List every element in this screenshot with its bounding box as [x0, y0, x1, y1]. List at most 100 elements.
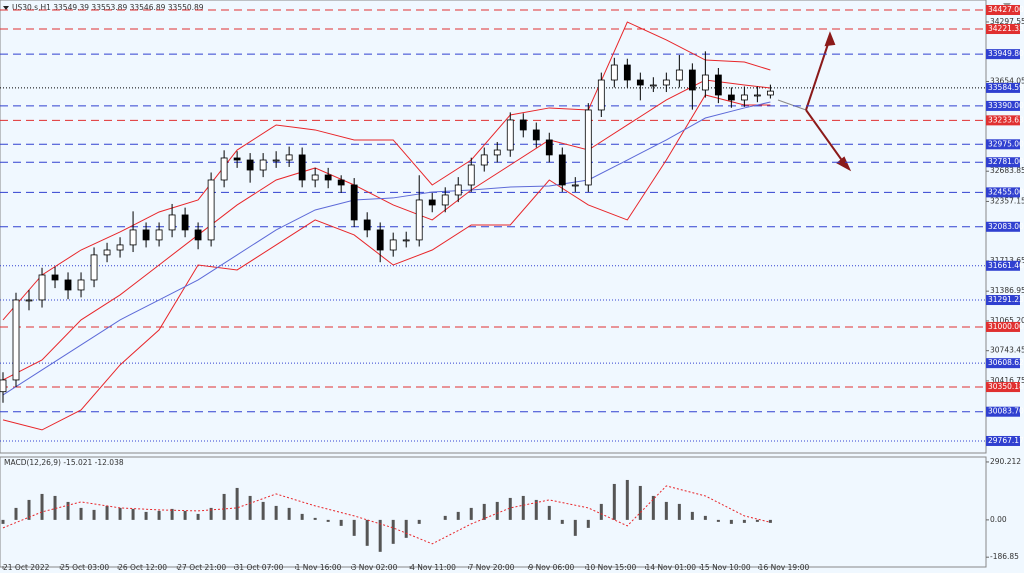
- candle-body: [766, 90, 774, 96]
- x-tick-label: 26 Oct 12:00: [118, 563, 167, 572]
- macd-bar: [443, 515, 447, 520]
- level-label: 30350.18: [988, 382, 1024, 391]
- candle-body: [454, 184, 462, 196]
- macd-bar: [378, 519, 382, 552]
- candle-body: [649, 84, 657, 87]
- macd-bar: [287, 507, 291, 520]
- macd-bar: [547, 505, 551, 520]
- macd-bar: [14, 507, 18, 520]
- x-tick-label: 4 Nov 11:00: [410, 563, 456, 572]
- candle-body: [753, 94, 761, 97]
- macd-bar: [716, 519, 720, 522]
- menu-arrow[interactable]: [3, 6, 9, 10]
- x-tick-label: 14 Nov 01:00: [646, 563, 697, 572]
- candle-body: [688, 69, 696, 91]
- candle-body: [337, 179, 345, 186]
- level-label: 30083.70: [988, 407, 1024, 416]
- level-tag: [986, 139, 1020, 150]
- candle-body: [623, 64, 631, 81]
- candle-body: [220, 157, 228, 181]
- macd-bar: [651, 495, 655, 520]
- level-tag: [986, 321, 1020, 332]
- candle-body: [155, 229, 163, 241]
- macd-bar: [144, 511, 148, 520]
- candle-body: [51, 274, 59, 281]
- level-tag: [986, 295, 1020, 306]
- candle-body: [142, 229, 150, 241]
- arrow-head: [836, 156, 852, 172]
- macd-bar: [352, 519, 356, 536]
- candle-body: [233, 157, 241, 161]
- macd-bar: [40, 493, 44, 520]
- candle-body: [415, 199, 423, 241]
- macd-bar: [521, 495, 525, 520]
- macd-bar: [482, 503, 486, 520]
- level-tag: [986, 382, 1020, 393]
- candle-body: [181, 214, 189, 231]
- y-tick-label: 31713.65: [990, 256, 1024, 265]
- candle-body: [25, 299, 33, 302]
- candle-body: [532, 129, 540, 141]
- candle-body: [90, 254, 98, 281]
- level-tag: [986, 4, 1020, 15]
- macd-bar: [339, 519, 343, 526]
- candle-body: [480, 154, 488, 166]
- signal-line: [2, 485, 771, 545]
- level-tag: [986, 115, 1020, 126]
- forecast-arrows: [777, 31, 852, 172]
- y-tick-label: 30416.75: [990, 376, 1024, 385]
- level-label: 33390.00: [988, 101, 1024, 110]
- forecast-link: [777, 99, 807, 111]
- candle-body: [389, 239, 397, 251]
- macd-title: MACD(12,26,9) -15.021 -12.038: [4, 458, 124, 467]
- candle-body: [467, 164, 475, 186]
- y-tick-label: 34297.55: [990, 17, 1024, 26]
- level-label: 32975.00: [988, 139, 1024, 148]
- level-label: 32455.00: [988, 187, 1024, 196]
- level-tag: [986, 260, 1020, 271]
- level-label: 31000.00: [988, 322, 1024, 331]
- macd-bar: [261, 501, 265, 520]
- macd-bar: [469, 507, 473, 520]
- candle-body: [103, 249, 111, 256]
- macd-bar: [625, 479, 629, 520]
- y-tick-label: 32683.85: [990, 166, 1024, 175]
- macd-bar: [638, 485, 642, 520]
- macd-bar: [404, 519, 408, 538]
- indicator-line: [2, 94, 771, 431]
- candle-body: [129, 229, 137, 246]
- macd-bar: [534, 499, 538, 520]
- macd-bar: [313, 517, 317, 520]
- x-tick-label: 10 Nov 15:00: [586, 563, 637, 572]
- level-label: 33233.63: [988, 115, 1024, 124]
- candle-body: [376, 229, 384, 251]
- macd-bar: [495, 501, 499, 520]
- x-tick-label: 9 Nov 06:00: [528, 563, 574, 572]
- macd-bar: [300, 513, 304, 520]
- x-tick-label: 1 Nov 16:00: [296, 563, 342, 572]
- candle-body: [64, 279, 72, 291]
- y-tick-label: 32357.15: [990, 196, 1024, 205]
- level-tag: [986, 221, 1020, 232]
- x-tick-label: 31 Oct 07:00: [235, 563, 284, 572]
- candle-body: [701, 74, 709, 91]
- level-label: 31291.23: [988, 295, 1024, 304]
- candle-body: [77, 279, 85, 291]
- candle-body: [506, 119, 514, 151]
- macd-bar: [131, 508, 135, 520]
- y-tick-label: 31386.95: [990, 286, 1024, 295]
- macd-bar: [508, 497, 512, 520]
- macd-bar: [326, 519, 330, 522]
- candle-body: [441, 194, 449, 206]
- macd-bar: [456, 511, 460, 520]
- macd-bar: [768, 519, 772, 523]
- arrow-head: [824, 31, 836, 47]
- macd-bar: [573, 519, 577, 536]
- candle-body: [38, 274, 46, 301]
- candle-body: [740, 94, 748, 101]
- level-tag: [986, 100, 1020, 111]
- candle-body: [207, 179, 215, 241]
- macd-bar: [66, 501, 70, 520]
- level-tag: [986, 406, 1020, 417]
